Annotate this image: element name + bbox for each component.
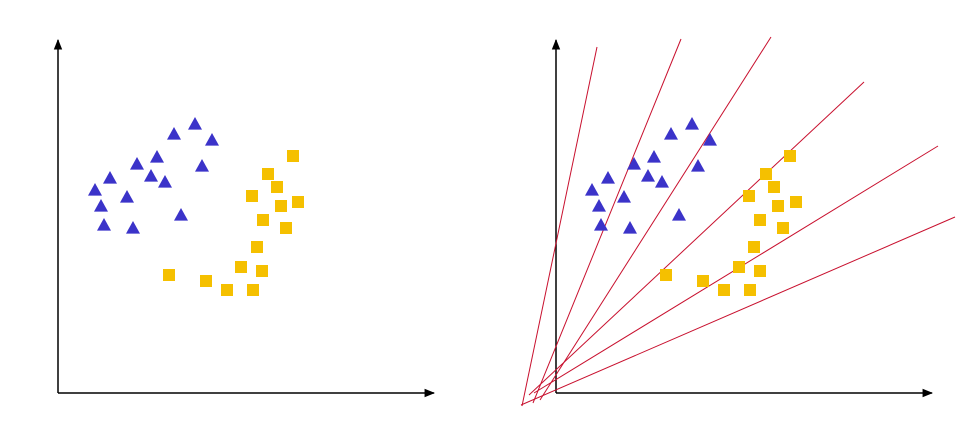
square-point xyxy=(287,150,299,162)
triangle-point xyxy=(103,171,117,184)
separator-line xyxy=(539,36,772,401)
separator-line xyxy=(528,81,865,396)
triangle-point xyxy=(623,221,637,234)
square-point xyxy=(754,214,766,226)
square-point xyxy=(777,222,789,234)
triangle-point xyxy=(126,221,140,234)
triangle-point xyxy=(592,199,606,212)
triangle-point xyxy=(144,169,158,182)
left-panel xyxy=(53,38,436,398)
triangle-point xyxy=(655,175,669,188)
square-point xyxy=(163,269,175,281)
square-point xyxy=(760,168,772,180)
square-point xyxy=(744,284,756,296)
triangle-point xyxy=(627,157,641,170)
square-point xyxy=(257,214,269,226)
square-point xyxy=(718,284,730,296)
square-point xyxy=(697,275,709,287)
triangle-point xyxy=(641,169,655,182)
square-point xyxy=(200,275,212,287)
triangle-point xyxy=(691,159,705,172)
square-point xyxy=(768,181,780,193)
square-point xyxy=(246,190,258,202)
square-point xyxy=(733,261,745,273)
left-points xyxy=(88,117,304,296)
square-point xyxy=(743,190,755,202)
triangle-point xyxy=(617,190,631,203)
square-point xyxy=(235,261,247,273)
triangle-point xyxy=(120,190,134,203)
square-point xyxy=(660,269,672,281)
triangle-point xyxy=(703,133,717,146)
triangle-point xyxy=(97,218,111,231)
square-point xyxy=(280,222,292,234)
separator-line xyxy=(521,46,598,407)
triangle-point xyxy=(685,117,699,130)
square-point xyxy=(262,168,274,180)
triangle-point xyxy=(601,171,615,184)
triangle-point xyxy=(158,175,172,188)
square-point xyxy=(754,265,766,277)
square-point xyxy=(275,200,287,212)
square-point xyxy=(772,200,784,212)
right-separator-lines xyxy=(520,36,956,407)
triangle-point xyxy=(188,117,202,130)
triangle-point xyxy=(594,218,608,231)
triangle-point xyxy=(647,150,661,163)
right-points xyxy=(585,117,802,296)
triangle-point xyxy=(150,150,164,163)
triangle-point xyxy=(672,208,686,221)
separator-line xyxy=(520,216,956,406)
square-point xyxy=(256,265,268,277)
triangle-point xyxy=(174,208,188,221)
triangle-point xyxy=(195,159,209,172)
square-point xyxy=(251,241,263,253)
square-point xyxy=(271,181,283,193)
triangle-point xyxy=(167,127,181,140)
right-panel xyxy=(520,36,956,407)
triangle-point xyxy=(130,157,144,170)
square-point xyxy=(221,284,233,296)
separator-line xyxy=(532,38,682,404)
triangle-point xyxy=(88,183,102,196)
square-point xyxy=(748,241,760,253)
square-point xyxy=(790,196,802,208)
triangle-point xyxy=(94,199,108,212)
square-point xyxy=(292,196,304,208)
square-point xyxy=(784,150,796,162)
square-point xyxy=(247,284,259,296)
triangle-point xyxy=(205,133,219,146)
triangle-point xyxy=(664,127,678,140)
triangle-point xyxy=(585,183,599,196)
